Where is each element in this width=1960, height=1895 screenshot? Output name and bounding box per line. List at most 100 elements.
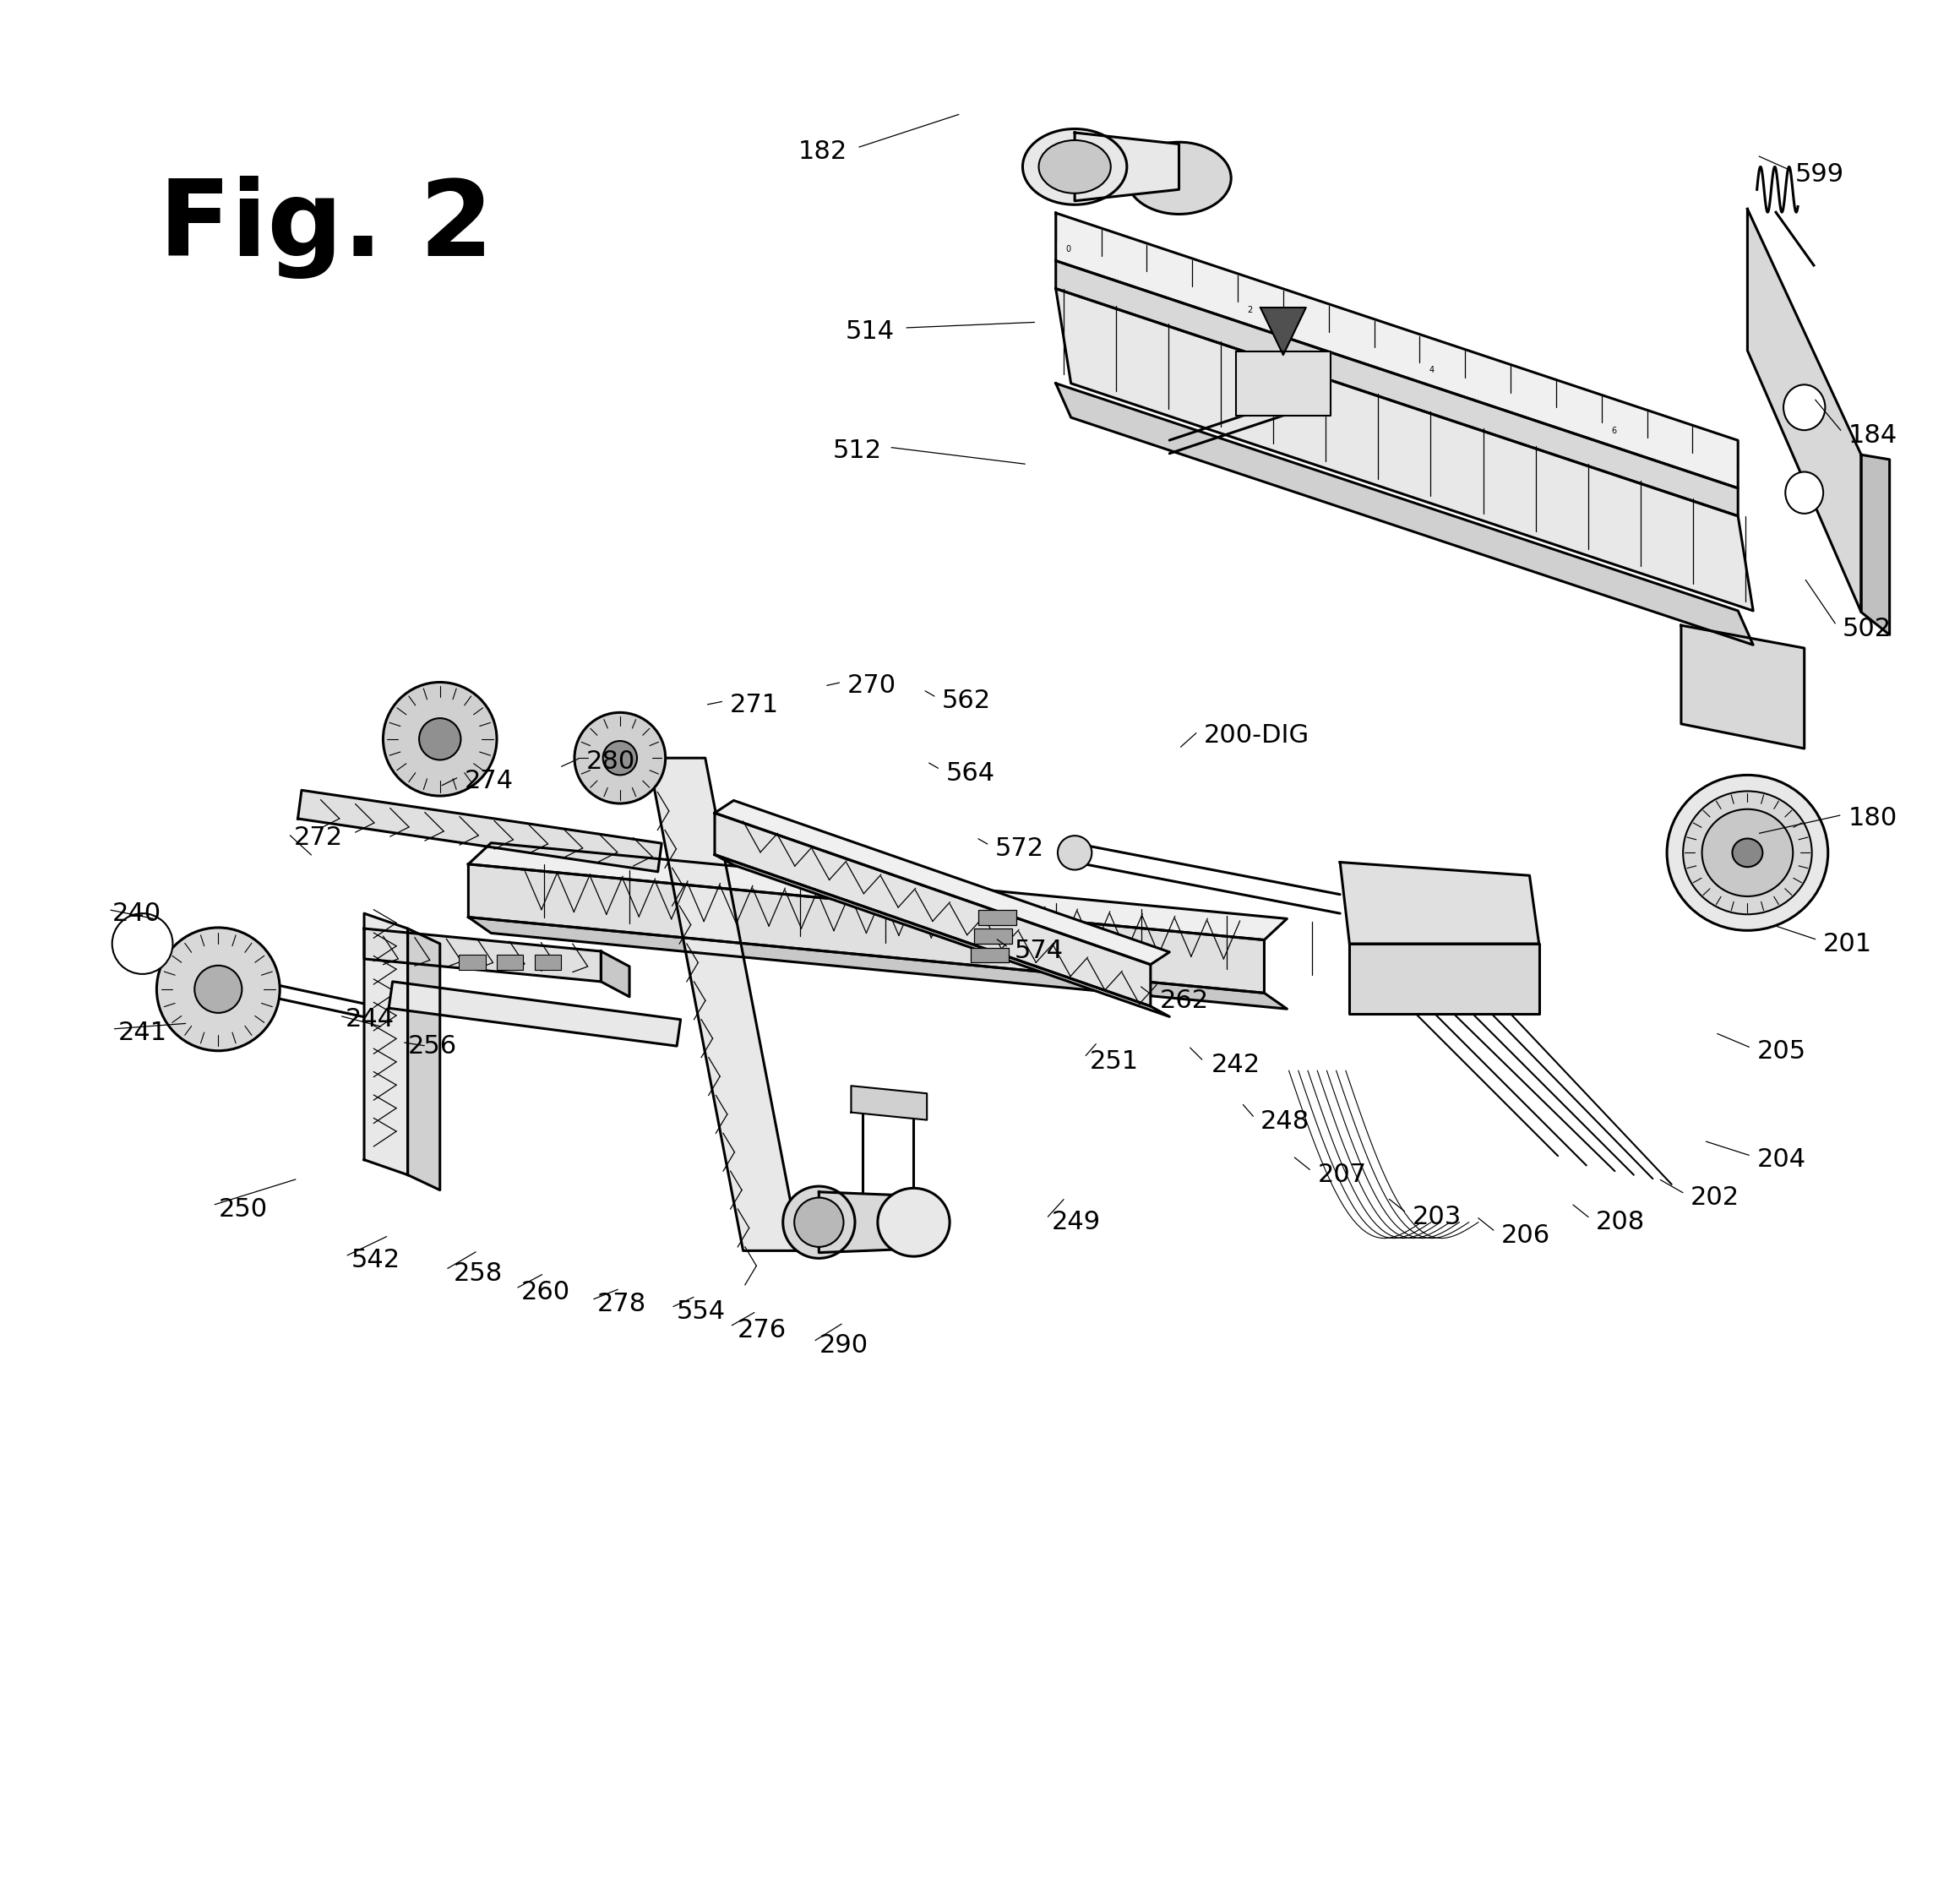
Text: 512: 512 xyxy=(833,440,882,462)
Polygon shape xyxy=(1056,212,1739,489)
Polygon shape xyxy=(1056,288,1752,610)
Ellipse shape xyxy=(878,1188,951,1256)
Text: 207: 207 xyxy=(1317,1164,1366,1186)
Polygon shape xyxy=(851,1086,927,1120)
Text: 256: 256 xyxy=(408,1035,457,1057)
Polygon shape xyxy=(602,951,629,997)
Bar xyxy=(535,955,561,970)
Bar xyxy=(974,929,1011,944)
Ellipse shape xyxy=(1127,142,1231,214)
Text: 562: 562 xyxy=(943,690,992,713)
Text: 290: 290 xyxy=(819,1334,868,1357)
Ellipse shape xyxy=(782,1186,855,1258)
Text: 2: 2 xyxy=(1247,305,1252,315)
Text: 574: 574 xyxy=(1013,940,1062,963)
Text: 182: 182 xyxy=(798,140,847,163)
Text: 278: 278 xyxy=(598,1292,647,1315)
Bar xyxy=(459,955,486,970)
Polygon shape xyxy=(715,800,1170,965)
Text: 4: 4 xyxy=(1429,366,1435,375)
Text: 280: 280 xyxy=(586,750,635,773)
Text: 244: 244 xyxy=(345,1008,394,1031)
Ellipse shape xyxy=(574,713,666,803)
Text: 271: 271 xyxy=(729,694,778,716)
Ellipse shape xyxy=(157,929,280,1050)
Bar xyxy=(978,910,1015,925)
Text: 242: 242 xyxy=(1211,1054,1260,1076)
Polygon shape xyxy=(365,913,408,1175)
Ellipse shape xyxy=(1733,838,1762,868)
Polygon shape xyxy=(408,929,439,1190)
Polygon shape xyxy=(649,758,800,1251)
Text: 564: 564 xyxy=(947,762,996,785)
Text: 200-DIG: 200-DIG xyxy=(1203,724,1309,747)
Text: 250: 250 xyxy=(218,1198,267,1220)
Polygon shape xyxy=(468,843,1288,940)
Text: 201: 201 xyxy=(1823,932,1872,955)
Ellipse shape xyxy=(1784,385,1825,430)
Text: 248: 248 xyxy=(1260,1110,1309,1133)
Bar xyxy=(496,955,523,970)
Text: 240: 240 xyxy=(112,902,161,925)
Text: Fig. 2: Fig. 2 xyxy=(159,176,494,279)
Polygon shape xyxy=(388,982,680,1046)
Polygon shape xyxy=(1862,455,1889,635)
Ellipse shape xyxy=(1039,140,1111,193)
Ellipse shape xyxy=(112,913,172,974)
Text: 6: 6 xyxy=(1611,426,1617,436)
Polygon shape xyxy=(1341,862,1539,944)
Text: 274: 274 xyxy=(465,769,514,792)
Text: 202: 202 xyxy=(1691,1186,1740,1209)
Polygon shape xyxy=(1074,133,1180,201)
Ellipse shape xyxy=(794,1198,843,1247)
Text: 572: 572 xyxy=(996,838,1045,860)
Text: 262: 262 xyxy=(1160,989,1209,1012)
Text: 542: 542 xyxy=(351,1249,400,1272)
Polygon shape xyxy=(1682,625,1805,749)
Ellipse shape xyxy=(1684,792,1811,915)
Text: 514: 514 xyxy=(845,320,894,343)
Text: 258: 258 xyxy=(453,1262,502,1285)
Polygon shape xyxy=(468,917,1288,1008)
Text: 599: 599 xyxy=(1795,163,1844,186)
Text: 554: 554 xyxy=(676,1300,725,1323)
Text: 205: 205 xyxy=(1756,1040,1805,1063)
Text: 180: 180 xyxy=(1848,807,1897,830)
Ellipse shape xyxy=(194,966,241,1012)
Bar xyxy=(970,948,1009,963)
Polygon shape xyxy=(1056,262,1739,515)
Text: 251: 251 xyxy=(1090,1050,1139,1073)
Ellipse shape xyxy=(382,682,496,796)
Text: 260: 260 xyxy=(521,1281,570,1304)
Polygon shape xyxy=(468,864,1264,993)
Polygon shape xyxy=(1260,307,1305,354)
Ellipse shape xyxy=(604,741,637,775)
Polygon shape xyxy=(1237,351,1331,415)
Text: 249: 249 xyxy=(1053,1211,1102,1234)
Text: 203: 203 xyxy=(1411,1205,1462,1228)
Ellipse shape xyxy=(419,718,461,760)
Text: 208: 208 xyxy=(1595,1211,1644,1234)
Text: 270: 270 xyxy=(847,675,896,697)
Text: 206: 206 xyxy=(1501,1224,1550,1247)
Polygon shape xyxy=(715,813,1151,1006)
Text: 272: 272 xyxy=(294,826,343,849)
Ellipse shape xyxy=(1786,472,1823,514)
Ellipse shape xyxy=(1023,129,1127,205)
Text: 0: 0 xyxy=(1066,244,1070,254)
Polygon shape xyxy=(365,929,602,982)
Text: 276: 276 xyxy=(737,1319,786,1342)
Text: 204: 204 xyxy=(1756,1148,1805,1171)
Ellipse shape xyxy=(1058,836,1092,870)
Polygon shape xyxy=(715,855,1170,1016)
Polygon shape xyxy=(1056,383,1752,644)
Polygon shape xyxy=(298,790,662,872)
Ellipse shape xyxy=(1701,809,1793,896)
Text: 502: 502 xyxy=(1842,618,1891,641)
Polygon shape xyxy=(1748,208,1862,612)
Polygon shape xyxy=(819,1192,913,1253)
Text: 241: 241 xyxy=(118,1021,167,1044)
Polygon shape xyxy=(1350,944,1539,1014)
Text: 184: 184 xyxy=(1848,424,1897,447)
Ellipse shape xyxy=(1666,775,1829,930)
